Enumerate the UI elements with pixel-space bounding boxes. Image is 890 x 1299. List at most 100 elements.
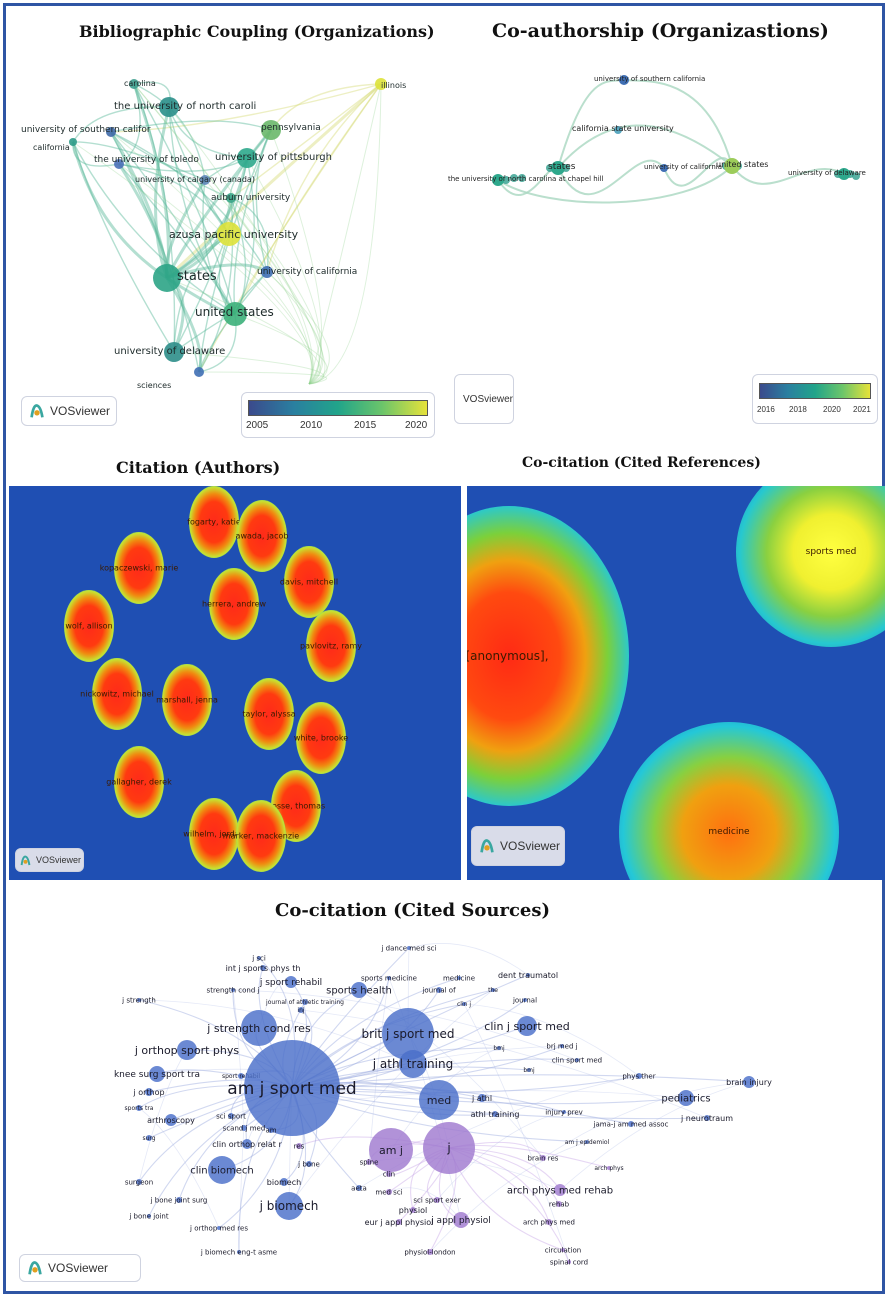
- network-node[interactable]: [619, 75, 629, 85]
- network-node[interactable]: [137, 998, 141, 1002]
- network-node[interactable]: [562, 1110, 566, 1114]
- network-node[interactable]: [242, 1139, 252, 1149]
- network-node[interactable]: [153, 264, 181, 292]
- network-node[interactable]: [560, 1044, 564, 1048]
- network-node[interactable]: [194, 367, 204, 377]
- network-node[interactable]: [261, 120, 281, 140]
- network-node[interactable]: [423, 1122, 475, 1174]
- network-node[interactable]: [492, 174, 504, 186]
- network-node[interactable]: [561, 1248, 565, 1252]
- network-node[interactable]: [614, 126, 622, 134]
- network-node[interactable]: [497, 1046, 501, 1050]
- network-node[interactable]: [386, 1189, 392, 1195]
- network-node[interactable]: [114, 159, 124, 169]
- network-node[interactable]: [491, 988, 495, 992]
- network-node[interactable]: [257, 956, 261, 960]
- network-node[interactable]: [551, 161, 565, 175]
- network-node[interactable]: [554, 1184, 566, 1196]
- network-node[interactable]: [356, 1185, 362, 1191]
- network-node[interactable]: [575, 1058, 579, 1062]
- network-node[interactable]: [369, 1128, 413, 1172]
- network-node[interactable]: [176, 1197, 182, 1203]
- network-node[interactable]: [146, 1135, 152, 1141]
- network-node[interactable]: [237, 1250, 241, 1254]
- network-node[interactable]: [607, 1166, 611, 1170]
- network-node[interactable]: [296, 1143, 302, 1149]
- network-node[interactable]: [241, 1010, 277, 1046]
- network-node[interactable]: [238, 1073, 244, 1079]
- network-node[interactable]: [298, 1007, 304, 1013]
- network-node[interactable]: [237, 148, 257, 168]
- network-node[interactable]: [743, 1076, 755, 1088]
- network-node[interactable]: [386, 1171, 392, 1177]
- network-node[interactable]: [226, 193, 236, 203]
- network-node[interactable]: [306, 1161, 312, 1167]
- network-node[interactable]: [678, 1090, 694, 1106]
- network-node[interactable]: [526, 973, 530, 977]
- network-node[interactable]: [556, 1201, 562, 1207]
- network-node[interactable]: [457, 976, 461, 980]
- network-node[interactable]: [280, 1178, 288, 1186]
- network-node[interactable]: [106, 127, 116, 137]
- network-node[interactable]: [838, 168, 850, 180]
- network-node[interactable]: [165, 1114, 177, 1126]
- network-node[interactable]: [382, 1008, 434, 1060]
- network-node[interactable]: [208, 1156, 236, 1184]
- network-node[interactable]: [704, 1115, 710, 1121]
- network-node[interactable]: [434, 1197, 440, 1203]
- network-node[interactable]: [510, 174, 518, 182]
- network-node[interactable]: [261, 266, 273, 278]
- network-node[interactable]: [419, 1080, 459, 1120]
- network-node[interactable]: [462, 1002, 466, 1006]
- network-node[interactable]: [492, 1111, 498, 1117]
- network-node[interactable]: [517, 1016, 537, 1036]
- network-node[interactable]: [628, 1121, 634, 1127]
- network-node[interactable]: [260, 965, 266, 971]
- network-node[interactable]: [407, 946, 411, 950]
- network-node[interactable]: [200, 175, 210, 185]
- network-node[interactable]: [527, 1068, 531, 1072]
- network-node[interactable]: [275, 1192, 303, 1220]
- network-node[interactable]: [410, 1207, 416, 1213]
- network-node[interactable]: [223, 302, 247, 326]
- network-node[interactable]: [69, 138, 77, 146]
- network-node[interactable]: [478, 1094, 486, 1102]
- network-node[interactable]: [546, 1219, 552, 1225]
- network-node[interactable]: [159, 97, 179, 117]
- network-node[interactable]: [436, 987, 442, 993]
- network-node[interactable]: [241, 1125, 247, 1131]
- network-node[interactable]: [285, 976, 297, 988]
- network-node[interactable]: [351, 982, 367, 998]
- network-node[interactable]: [453, 1212, 469, 1228]
- network-node[interactable]: [427, 1249, 433, 1255]
- network-node[interactable]: [217, 1226, 221, 1230]
- network-node[interactable]: [149, 1066, 165, 1082]
- network-node[interactable]: [164, 342, 184, 362]
- network-node[interactable]: [540, 1155, 546, 1161]
- network-node[interactable]: [660, 164, 668, 172]
- network-node[interactable]: [302, 999, 308, 1005]
- network-node[interactable]: [567, 1260, 571, 1264]
- network-node[interactable]: [399, 1050, 427, 1078]
- network-node[interactable]: [177, 1040, 197, 1060]
- network-node[interactable]: [217, 222, 241, 246]
- network-node[interactable]: [129, 79, 139, 89]
- network-node[interactable]: [502, 176, 510, 184]
- network-node[interactable]: [636, 1073, 642, 1079]
- network-node[interactable]: [585, 1140, 589, 1144]
- network-node[interactable]: [518, 174, 526, 182]
- network-node[interactable]: [136, 1179, 142, 1185]
- network-node[interactable]: [145, 1088, 153, 1096]
- network-node[interactable]: [724, 158, 740, 174]
- network-node[interactable]: [147, 1214, 151, 1218]
- network-node[interactable]: [268, 1127, 274, 1133]
- network-node[interactable]: [244, 1040, 340, 1136]
- network-node[interactable]: [375, 78, 387, 90]
- network-node[interactable]: [387, 976, 391, 980]
- network-node[interactable]: [136, 1105, 142, 1111]
- network-node[interactable]: [366, 1159, 372, 1165]
- network-node[interactable]: [852, 172, 860, 180]
- network-node[interactable]: [396, 1219, 402, 1225]
- network-node[interactable]: [228, 1113, 234, 1119]
- network-node[interactable]: [523, 998, 527, 1002]
